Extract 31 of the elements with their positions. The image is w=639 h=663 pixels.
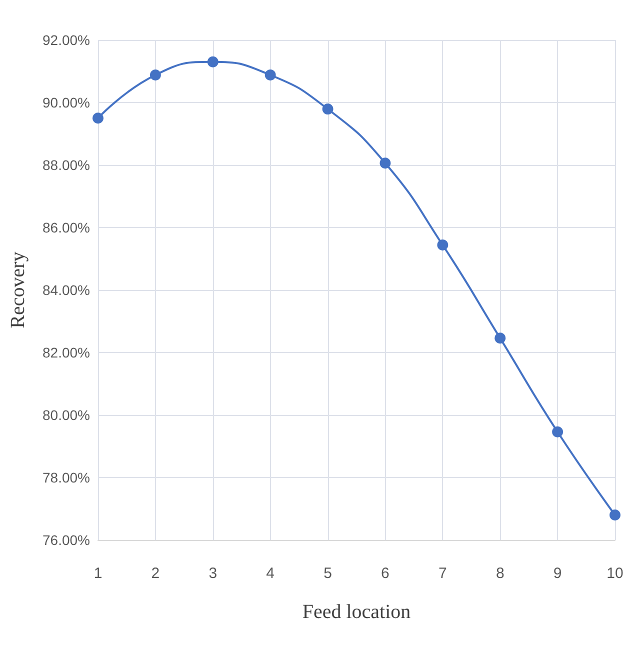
y-tick-label: 92.00%: [42, 32, 90, 48]
y-tick-label: 88.00%: [42, 157, 90, 173]
x-axis-title: Feed location: [302, 601, 411, 623]
x-tick-label: 6: [381, 565, 390, 582]
point: [437, 240, 448, 250]
point: [92, 112, 104, 124]
x-tick-label: 7: [438, 565, 447, 582]
x-tick-label: 3: [208, 565, 218, 582]
y-axis-title: Recovery: [7, 252, 29, 328]
x-tick-label: 9: [553, 565, 562, 582]
point: [322, 104, 334, 115]
y-tick-label: 84.00%: [42, 282, 90, 298]
point: [610, 510, 620, 520]
y-tick-label: 90.00%: [42, 94, 90, 110]
x-tick-label: 4: [266, 565, 275, 582]
point: [264, 70, 276, 80]
y-tick-label: 86.00%: [42, 220, 90, 236]
y-tick-label: 76.00%: [42, 532, 90, 548]
point: [380, 158, 391, 169]
y-tick-label: 82.00%: [42, 344, 90, 360]
x-tick-label: 8: [496, 565, 504, 582]
point: [150, 70, 161, 80]
x-tick-label: 10: [606, 565, 624, 582]
x-tick-label: 1: [94, 565, 102, 582]
x-tick-label: 5: [324, 565, 332, 582]
y-tick-label: 80.00%: [42, 407, 90, 423]
y-tick-label: 78.00%: [42, 470, 90, 486]
point: [494, 332, 506, 344]
x-tick-label: 2: [151, 565, 160, 582]
point: [207, 56, 218, 68]
point: [552, 426, 564, 438]
